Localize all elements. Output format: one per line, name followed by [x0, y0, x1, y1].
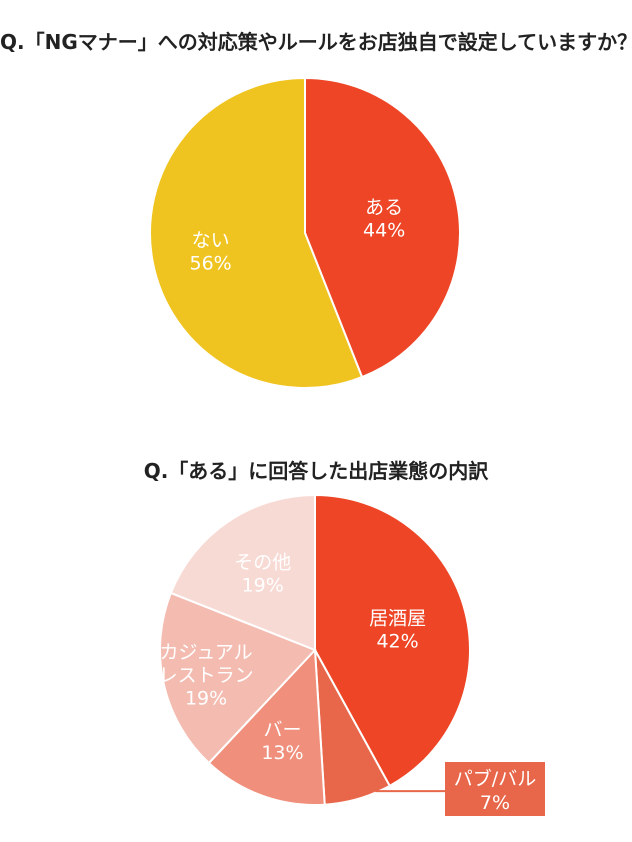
chart-2-slice-4-value: 19%: [242, 575, 284, 597]
chart-2-slice-3-value: 19%: [185, 687, 227, 709]
chart-1-title: Q.「NGマナー」への対応策やルールをお店独自で設定していますか？: [0, 30, 632, 54]
chart-1-slice-0: [304, 76, 461, 379]
chart-2-slice-1-value: 7%: [480, 792, 510, 814]
chart-2-title: Q.「ある」に回答した出店業態の内訳: [143, 459, 489, 483]
chart-2-slice-4: [169, 493, 316, 652]
pabu-bar-leader-line: [345, 756, 445, 793]
chart-2-slice-3-label-line-1: レストラン: [159, 664, 254, 686]
chart-1-slice-0-value: 44%: [363, 219, 405, 241]
chart-2-slice-2-label: バー: [263, 719, 301, 741]
chart-1-slice-0-label: ある: [365, 196, 403, 218]
chart-2-slice-2: [207, 647, 326, 806]
chart-2-slice-0-value: 42%: [376, 630, 418, 652]
chart-2-slice-0-label: 居酒屋: [369, 607, 426, 629]
pabu-bar-callout-box: [445, 762, 545, 816]
chart-1-slice-1-value: 56%: [189, 253, 231, 275]
chart-2-slice-3-label-line-0: カジュアル: [160, 641, 253, 663]
chart-1-slice-1: [149, 76, 364, 389]
chart-2-slice-0: [314, 493, 471, 788]
chart-2-slice-4-label: その他: [234, 552, 291, 574]
chart-2-slice-1-label: パブ/バル: [454, 767, 536, 790]
chart-2-slice-2-value: 13%: [261, 742, 303, 764]
chart-1-slice-1-label: ない: [192, 230, 230, 252]
